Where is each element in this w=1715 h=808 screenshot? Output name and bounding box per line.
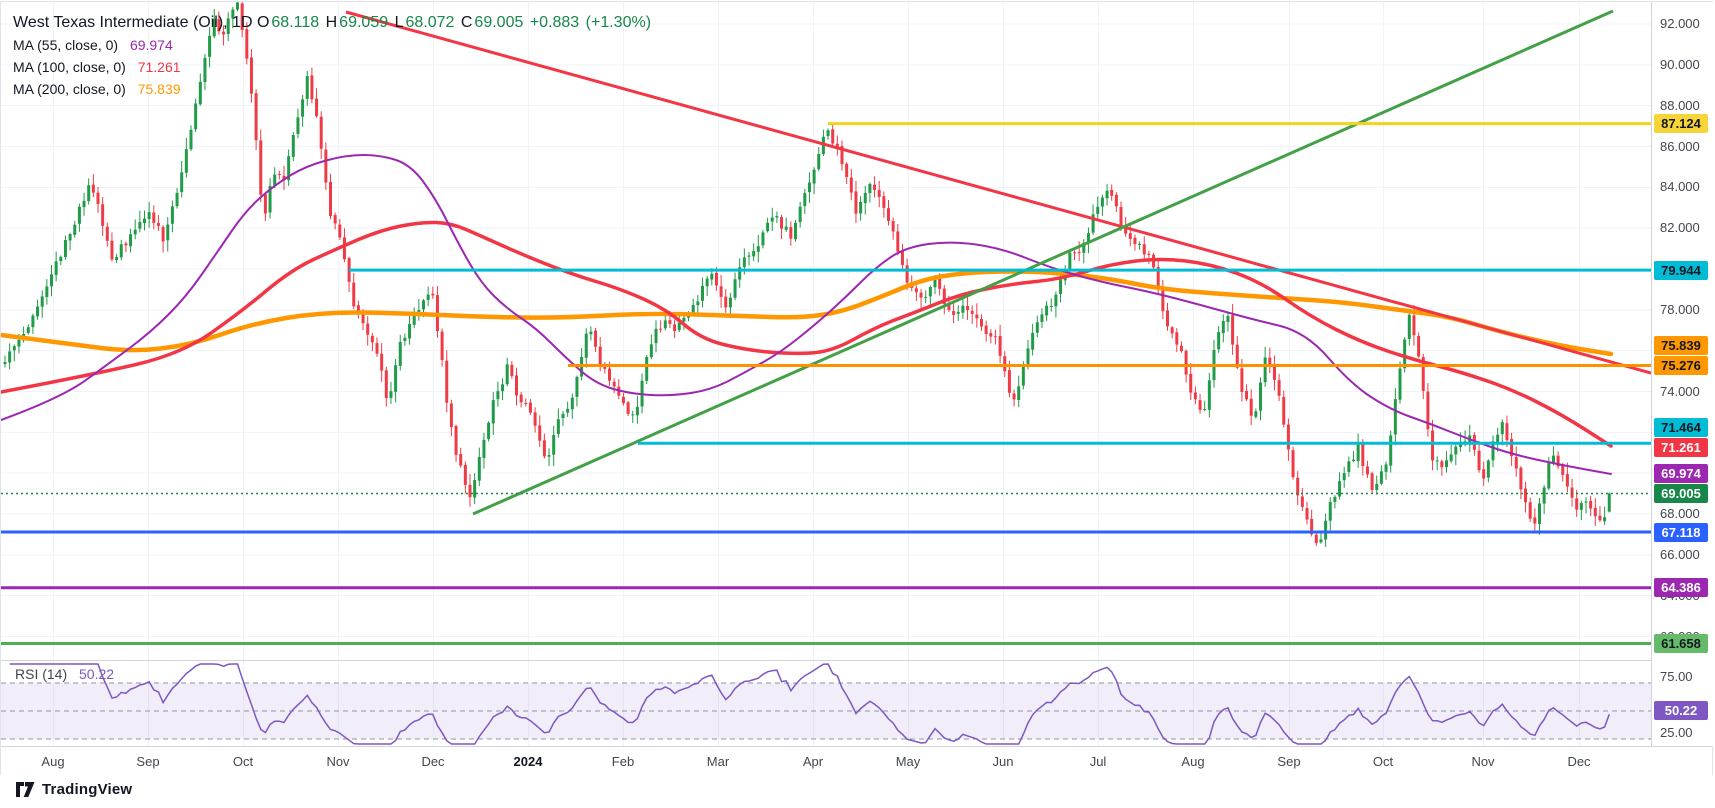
- time-label-Oct: Oct: [232, 754, 254, 769]
- time-label-Nov: Nov: [326, 754, 350, 769]
- rsi-badge: 50.22: [1654, 701, 1708, 721]
- time-label-Jul: Jul: [1089, 754, 1107, 769]
- indicator-row-ma100[interactable]: MA (100, close, 0) 71.261: [13, 56, 653, 78]
- price-tick-78.000: 78.000: [1660, 301, 1700, 317]
- open-value: 68.118: [271, 14, 320, 31]
- pane-separator[interactable]: [1, 660, 1712, 661]
- price-axis[interactable]: 92.000 90.000 88.000 86.000 84.000 82.000 78.0…: [1651, 2, 1714, 746]
- time-label-Aug: Aug: [1181, 754, 1205, 769]
- price-badge-69.005: 69.005: [1654, 484, 1708, 503]
- rsi-line[interactable]: [9, 663, 1611, 745]
- ma-55-line[interactable]: [1, 153, 1612, 475]
- time-label-Feb: Feb: [611, 754, 635, 769]
- price-badge-67.118: 67.118: [1654, 522, 1708, 542]
- rsi-legend-row[interactable]: RSI (14) 50.22: [15, 666, 114, 682]
- indicator-row-ma55[interactable]: MA (55, close, 0) 69.974: [13, 34, 653, 56]
- ma100-value: 71.261: [137, 59, 181, 75]
- time-label-Sep: Sep: [136, 754, 160, 769]
- ma200-label: MA (200, close, 0): [13, 81, 126, 97]
- low-label: L: [394, 14, 404, 31]
- high-value: 69.059: [339, 14, 389, 31]
- time-label-May: May: [895, 754, 921, 769]
- price-badge-64.386: 64.386: [1654, 578, 1708, 598]
- price-badge-61.658: 61.658: [1654, 634, 1708, 653]
- legend: West Texas Intermediate (Oil), 1D O 68.11…: [13, 12, 653, 100]
- price-badge-75.276: 75.276: [1654, 355, 1708, 375]
- tradingview-logo-text: TradingView: [42, 781, 133, 798]
- close-label: C: [460, 14, 473, 31]
- rsi-value: 50.22: [79, 666, 115, 682]
- price-tick-82.000: 82.000: [1660, 220, 1700, 236]
- ma55-label: MA (55, close, 0): [13, 37, 119, 53]
- price-tick-68.000: 68.000: [1660, 506, 1700, 522]
- price-tick-92.000: 92.000: [1660, 16, 1700, 32]
- price-badge-75.839: 75.839: [1654, 335, 1708, 355]
- price-pane: [1, 2, 1651, 646]
- price-badge-69.974: 69.974: [1654, 464, 1708, 483]
- ma-200-line[interactable]: [1, 269, 1614, 357]
- time-axis[interactable]: Aug Sep Oct Nov Dec 2024 Feb Mar Apr May Jun Jul Aug…: [1, 746, 1712, 775]
- price-badge-79.944: 79.944: [1654, 260, 1708, 280]
- rsi-label: RSI (14): [15, 666, 68, 682]
- time-label-Jun: Jun: [992, 754, 1014, 769]
- symbol-title: West Texas Intermediate (Oil), 1D: [13, 14, 253, 31]
- ma100-label: MA (100, close, 0): [13, 59, 126, 75]
- price-badge-71.464: 71.464: [1654, 417, 1708, 437]
- change-percent: (+1.30%): [585, 14, 652, 31]
- price-badge-87.124: 87.124: [1654, 114, 1708, 134]
- grid: [1, 2, 1651, 746]
- chart-container: West Texas Intermediate (Oil), 1D O 68.11…: [0, 1, 1714, 775]
- chart-canvas[interactable]: [1, 2, 1651, 746]
- indicator-row-ma200[interactable]: MA (200, close, 0) 75.839: [13, 78, 653, 100]
- rsi-tick-75.00: 75.00: [1660, 669, 1693, 684]
- change-value: +0.883: [529, 14, 580, 31]
- time-label-Aug: Aug: [41, 754, 65, 769]
- time-label-2024: 2024: [513, 754, 543, 769]
- time-label-Dec: Dec: [1567, 754, 1591, 769]
- ascending-support-trendline[interactable]: [472, 9, 1614, 516]
- ma200-value: 75.839: [137, 81, 181, 97]
- symbol-legend-row[interactable]: West Texas Intermediate (Oil), 1D O 68.11…: [13, 12, 653, 34]
- tradingview-logo[interactable]: TradingView: [16, 781, 132, 798]
- time-label-Oct: Oct: [1372, 754, 1394, 769]
- price-tick-84.000: 84.000: [1660, 179, 1700, 195]
- time-label-Nov: Nov: [1471, 754, 1495, 769]
- price-tick-88.000: 88.000: [1660, 97, 1700, 113]
- price-tick-86.000: 86.000: [1660, 138, 1700, 154]
- ma-100-line[interactable]: [1, 220, 1613, 448]
- price-badge-71.261: 71.261: [1654, 437, 1708, 457]
- time-label-Sep: Sep: [1277, 754, 1301, 769]
- rsi-tick-25.00: 25.00: [1660, 725, 1693, 740]
- footer: TradingView: [16, 781, 132, 798]
- ma55-value: 69.974: [129, 37, 173, 53]
- time-label-Mar: Mar: [706, 754, 730, 769]
- price-tick-74.000: 74.000: [1660, 383, 1700, 399]
- price-tick-66.000: 66.000: [1660, 546, 1700, 562]
- price-tick-90.000: 90.000: [1660, 56, 1700, 72]
- close-value: 69.005: [474, 14, 524, 31]
- ohlc-values: O 68.118 H 69.059 L 68.072 C 69.005 +0.883 (…: [257, 14, 653, 31]
- high-label: H: [325, 14, 338, 31]
- time-label-Apr: Apr: [802, 754, 824, 769]
- low-value: 68.072: [405, 14, 455, 31]
- open-label: O: [256, 14, 270, 31]
- candles: [3, 2, 1611, 547]
- tradingview-logo-icon: [16, 782, 35, 797]
- descending-resistance-trendline[interactable]: [345, 10, 1651, 375]
- time-label-Dec: Dec: [421, 754, 445, 769]
- rsi-pane: [1, 663, 1651, 745]
